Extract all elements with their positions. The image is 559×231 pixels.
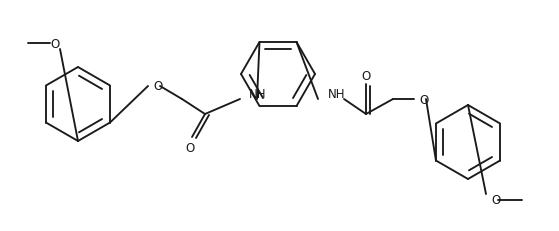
Text: O: O (361, 69, 371, 82)
Text: O: O (50, 37, 60, 50)
Text: NH: NH (249, 88, 267, 101)
Text: O: O (491, 194, 500, 207)
Text: O: O (153, 80, 162, 93)
Text: NH: NH (328, 87, 345, 100)
Text: O: O (419, 93, 428, 106)
Text: O: O (186, 141, 195, 154)
